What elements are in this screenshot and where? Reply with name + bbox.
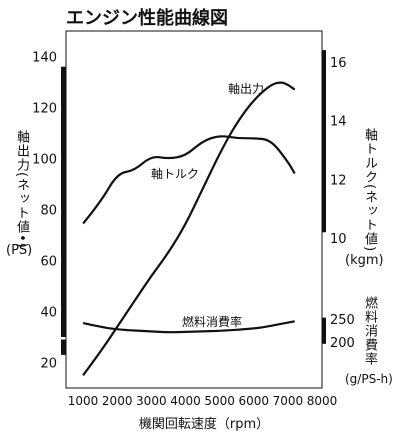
torque-axis-bar bbox=[322, 50, 326, 233]
right-fuel-unit: (g/PS-h) bbox=[345, 372, 393, 386]
series-line-fuel bbox=[82, 320, 295, 334]
left-tick-label: 140 bbox=[32, 51, 57, 66]
series-label-fuel: 燃料消費率 bbox=[182, 314, 242, 329]
left-tick-label: 60 bbox=[40, 255, 57, 270]
series-label-power: 軸出力 bbox=[228, 82, 264, 96]
right-torque-unit: (kgm) bbox=[345, 253, 384, 268]
left-axis-label: 軸出力(ネット値•) bbox=[14, 130, 29, 249]
x-tick-label: 4000 bbox=[170, 394, 201, 408]
series-line-power bbox=[82, 81, 296, 376]
x-tick-label: 7000 bbox=[273, 394, 304, 408]
torque-tick-label: 16 bbox=[330, 56, 347, 71]
torque-tick-label: 12 bbox=[330, 173, 347, 188]
left-tick-label: 20 bbox=[40, 357, 57, 372]
fuel-tick-label: 200 bbox=[330, 336, 355, 351]
chart-title: エンジン性能曲線図 bbox=[66, 8, 228, 29]
left-axis-bar-lower bbox=[61, 339, 66, 355]
plot-frame bbox=[65, 30, 323, 389]
series-line-torque bbox=[82, 135, 296, 225]
x-tick-label: 5000 bbox=[204, 394, 235, 408]
x-tick-label: 2000 bbox=[102, 394, 133, 408]
left-axis-bar bbox=[61, 66, 66, 337]
x-tick-label: 1000 bbox=[68, 394, 99, 408]
torque-tick-label: 14 bbox=[330, 115, 347, 130]
x-tick-label: 6000 bbox=[238, 394, 269, 408]
left-axis-unit: (PS) bbox=[6, 243, 33, 258]
left-tick-label: 120 bbox=[32, 102, 57, 117]
x-tick-label: 3000 bbox=[136, 394, 167, 408]
left-tick-label: 40 bbox=[40, 306, 57, 321]
right-torque-label: 軸トルク(ネット値) bbox=[362, 128, 377, 253]
x-axis-label: 機関回転速度（rpm） bbox=[139, 416, 269, 432]
fuel-tick-label: 250 bbox=[330, 313, 355, 328]
torque-tick-label: 10 bbox=[330, 232, 347, 247]
series-label-torque: 軸トルク bbox=[151, 167, 199, 181]
left-tick-label: 100 bbox=[32, 153, 57, 168]
right-fuel-label: 燃料消費率 bbox=[362, 296, 377, 366]
fuel-axis-bar bbox=[322, 317, 326, 344]
left-tick-label: 80 bbox=[40, 204, 57, 219]
x-tick-label: 8000 bbox=[307, 394, 338, 408]
